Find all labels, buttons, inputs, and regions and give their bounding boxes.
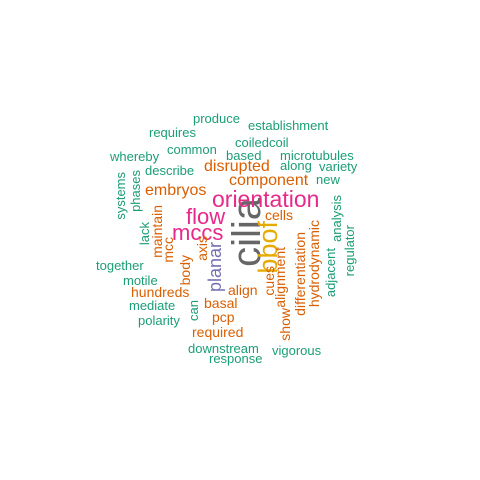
word-describe: describe xyxy=(145,163,195,178)
word-motile: motile xyxy=(123,273,158,288)
word-body: body xyxy=(177,255,193,286)
word-phases: phases xyxy=(128,170,143,212)
word-coiledcoil: coiledcoil xyxy=(235,135,289,150)
word-establishment: establishment xyxy=(248,118,329,133)
word-response: response xyxy=(209,351,263,366)
word-systems: systems xyxy=(113,172,128,220)
word-whereby: whereby xyxy=(110,149,160,164)
word-mccs: mccs xyxy=(172,220,224,245)
word-regulator: regulator xyxy=(342,225,357,277)
word-adjacent: adjacent xyxy=(323,248,338,298)
word-produce: produce xyxy=(193,111,240,126)
word-microtubules: microtubules xyxy=(280,148,354,163)
word-required: required xyxy=(192,324,244,340)
word-lack: lack xyxy=(137,222,152,246)
word-cells: cells xyxy=(265,207,294,223)
word-common: common xyxy=(167,142,217,157)
word-component: component xyxy=(229,172,309,189)
word-show: show xyxy=(277,308,293,341)
word-along: along xyxy=(280,158,312,173)
word-hundreds: hundreds xyxy=(131,284,190,300)
word-new: new xyxy=(316,172,340,187)
word-hydrodynamic: hydrodynamic xyxy=(306,220,322,308)
word-basal: basal xyxy=(204,295,238,311)
word-can: can xyxy=(186,300,201,321)
word-downstream: downstream xyxy=(188,341,259,356)
word-polarity: polarity xyxy=(138,313,180,328)
word-embryos: embryos xyxy=(145,182,207,199)
word-based: based xyxy=(226,148,262,163)
word-pcp: pcp xyxy=(212,309,235,325)
word-differentiation: differentiation xyxy=(292,232,308,316)
word-orientation: orientation xyxy=(212,186,320,212)
word-flow: flow xyxy=(186,204,226,229)
word-mcc: mcc xyxy=(160,237,176,263)
word-align: align xyxy=(228,282,258,298)
word-together: together xyxy=(96,258,144,273)
word-disrupted: disrupted xyxy=(204,158,270,175)
word-vigorous: vigorous xyxy=(272,343,322,358)
word-requires: requires xyxy=(149,125,196,140)
word-mediate: mediate xyxy=(129,298,176,313)
word-variety: variety xyxy=(319,159,358,174)
word-axis: axis xyxy=(194,236,210,261)
word-alignment: alignment xyxy=(272,247,288,308)
